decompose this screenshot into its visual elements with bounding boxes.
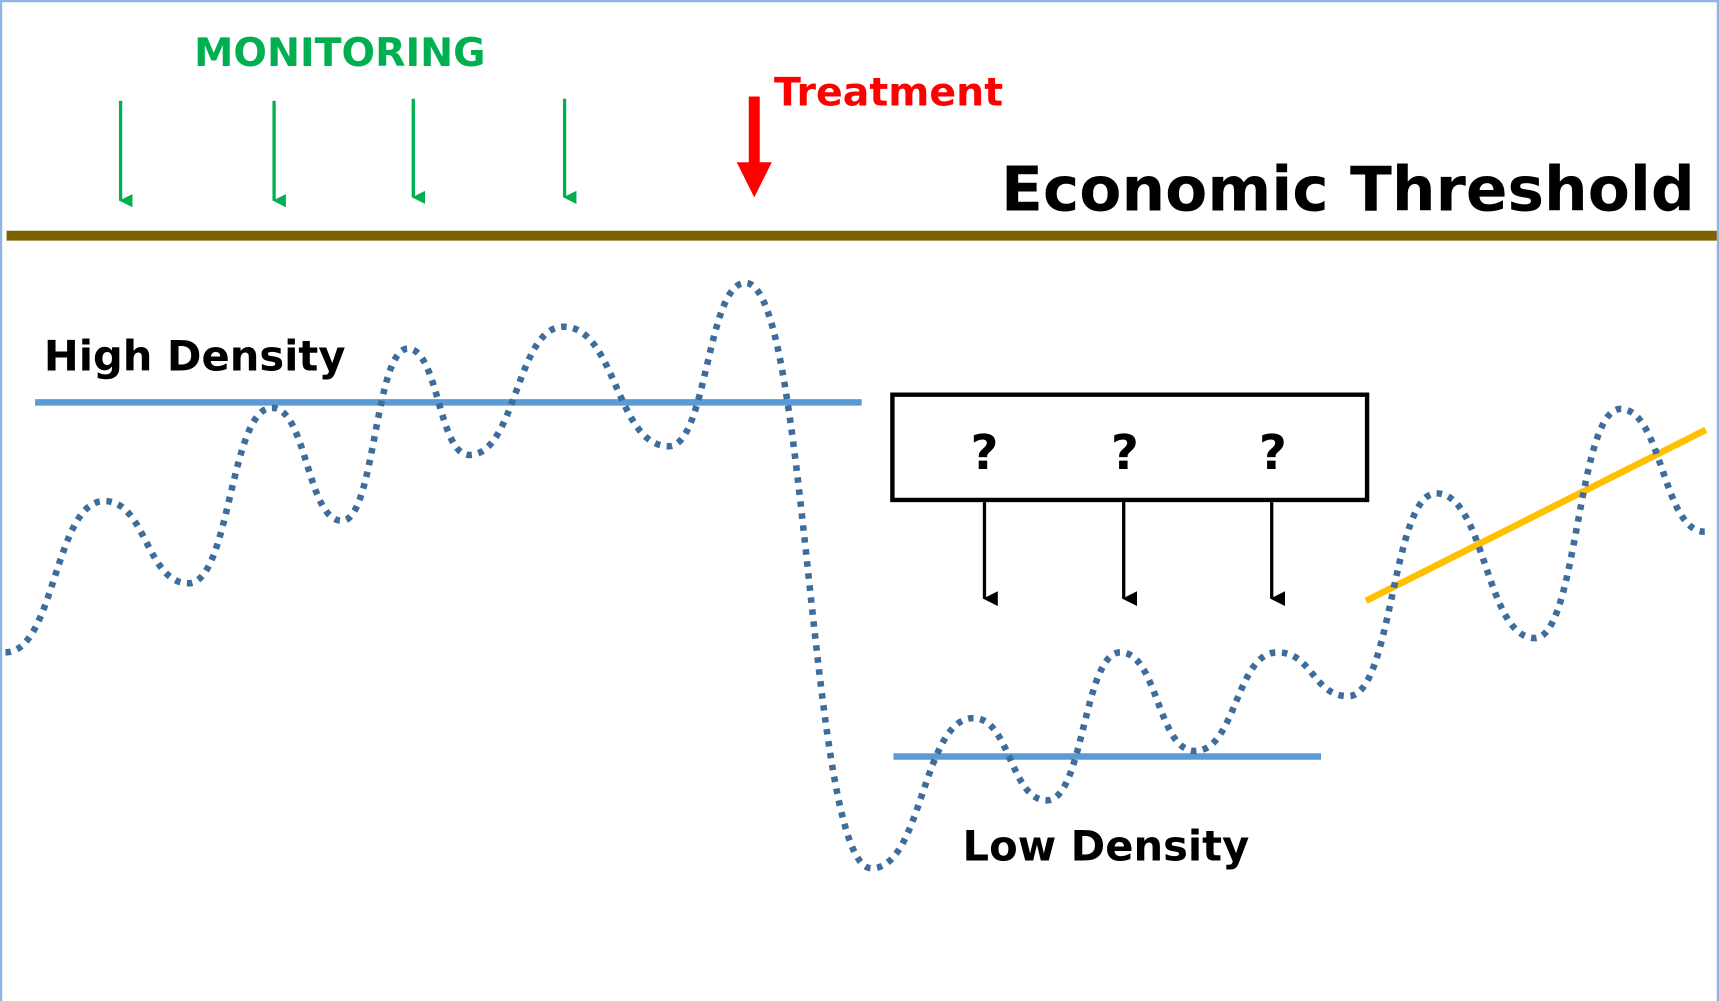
density-wave: [4, 279, 1706, 872]
high-density-label: High Density: [44, 332, 346, 381]
question-mark: ?: [970, 425, 998, 481]
question-mark: ?: [1111, 425, 1139, 481]
treatment-arrow: [736, 96, 772, 198]
trend-line: [1364, 426, 1708, 604]
question-box: [890, 392, 1370, 503]
treatment-label: Treatment: [774, 69, 1003, 115]
monitoring-arrows: [118, 98, 577, 208]
low-density-label: Low Density: [963, 822, 1250, 871]
threshold-label: Economic Threshold: [1001, 155, 1695, 226]
monitoring-label: MONITORING: [194, 30, 485, 76]
question-arrows: [982, 502, 1286, 607]
question-mark: ?: [1259, 425, 1287, 481]
